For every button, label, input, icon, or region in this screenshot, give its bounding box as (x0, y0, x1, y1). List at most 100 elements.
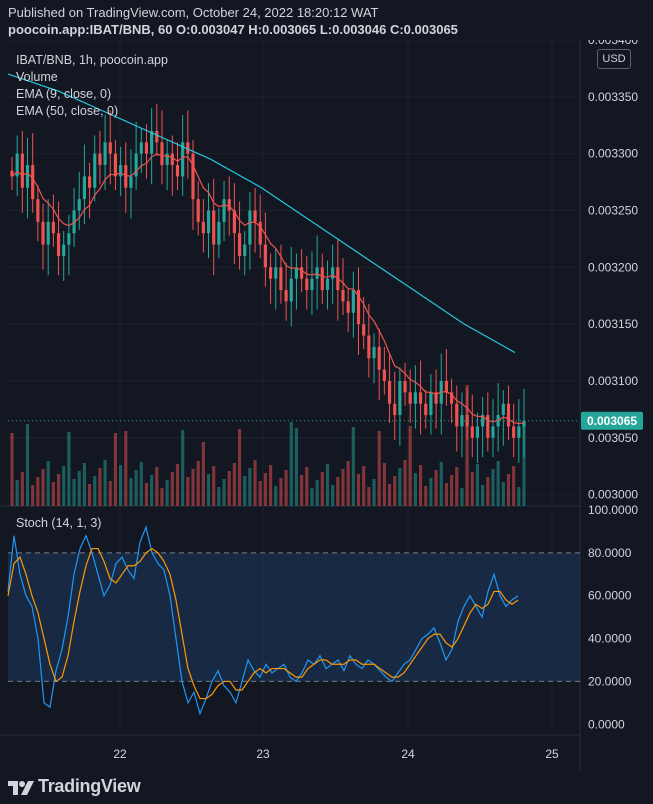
candle-body (227, 199, 231, 211)
volume-bar (181, 430, 185, 506)
candle-body (413, 392, 417, 404)
candle-body (481, 415, 485, 427)
candle-body (232, 210, 236, 234)
volume-bar (356, 474, 361, 506)
volume-bar (465, 385, 469, 506)
ema-lines (7, 73, 525, 425)
published-text: Published on TradingView.com, October 24… (8, 5, 379, 20)
volume-bar (398, 468, 402, 506)
candle-body (424, 403, 428, 416)
volume-bar (124, 431, 128, 506)
volume-bar (139, 462, 143, 506)
ohlc-readout: poocoin.app:IBAT/BNB, 60 O:0.003047 H:0.… (8, 22, 458, 37)
price-chart[interactable]: 0.003400 0.003350 0.003300 0.003250 0.003200… (0, 40, 653, 770)
candle-body (300, 267, 304, 279)
volume-bar (336, 477, 340, 506)
candle-body (475, 426, 480, 438)
volume-bar (222, 479, 226, 506)
volume-bar (206, 474, 211, 506)
candle-body (93, 153, 97, 188)
time-tick-label: 25 (545, 747, 559, 761)
time-tick-label: 24 (401, 747, 415, 761)
candle-body (460, 415, 464, 427)
tradingview-wordmark: TradingView (38, 776, 141, 796)
candle-body (160, 142, 164, 166)
candle-body (351, 290, 355, 313)
volume-bar (46, 461, 50, 506)
candle-body (429, 392, 433, 416)
time-tick-label: 22 (113, 747, 127, 761)
candle-body (305, 278, 309, 291)
volume-bar (310, 488, 314, 506)
volume-bar (10, 433, 14, 506)
volume-bar (155, 467, 159, 506)
volume-bar (491, 469, 495, 506)
tradingview-logo: TradingView (8, 776, 141, 797)
candle-body (82, 176, 86, 200)
candle-body (155, 130, 159, 143)
volume-bar (15, 480, 19, 506)
volume-bar (243, 476, 247, 506)
candle-body (455, 403, 459, 427)
candle-body (15, 153, 19, 177)
candle-body (46, 221, 50, 245)
volume-bar (274, 486, 278, 506)
price-tick-label: 0.003300 (588, 147, 638, 161)
candle-body (87, 176, 92, 188)
volume-bar (150, 475, 154, 506)
legend-volume: Volume (16, 70, 58, 84)
candle-body (465, 415, 469, 427)
candle-body (62, 244, 66, 256)
candle-body (289, 278, 293, 302)
candle-body (444, 380, 449, 393)
volume-bar (119, 465, 123, 506)
volume-bar (460, 488, 464, 506)
candle-body (150, 130, 154, 154)
candle-body (222, 199, 226, 222)
candle-body (393, 403, 397, 416)
volume-bar (351, 427, 355, 506)
candle-body (10, 170, 14, 177)
volume-bar (346, 461, 350, 506)
volume-bar (186, 477, 190, 506)
volume-bar (196, 461, 200, 506)
stoch-tick-label: 80.0000 (588, 546, 632, 560)
candle-body (506, 403, 511, 427)
legend-stoch: Stoch (14, 1, 3) (16, 516, 102, 530)
volume-bar (134, 470, 138, 506)
stoch-tick-label: 40.0000 (588, 632, 632, 646)
candle-body (470, 426, 474, 438)
volume-bar (160, 488, 164, 506)
volume-bar (87, 484, 92, 506)
candle-body (144, 142, 149, 154)
volume-bar (455, 467, 459, 506)
candle-body (408, 392, 412, 404)
volume-bar (470, 472, 474, 506)
candle-body (387, 380, 392, 404)
candle-body (108, 142, 112, 154)
volume-bar (93, 476, 97, 506)
price-tick-label: 0.003150 (588, 317, 638, 331)
volume-bar (486, 477, 490, 506)
volume-bar (424, 486, 428, 506)
candle-body (512, 426, 516, 438)
volume-bar (506, 474, 511, 506)
candle-body (517, 426, 521, 438)
candle-body (196, 199, 200, 222)
volume-bar (315, 480, 319, 506)
volume-bar (393, 476, 397, 506)
volume-bar (212, 466, 216, 506)
volume-bar (517, 487, 521, 506)
candle-body (346, 301, 350, 313)
price-tick-label: 0.003250 (588, 203, 638, 217)
candle-body (325, 278, 330, 291)
currency-button[interactable]: USD (597, 49, 631, 69)
candle-body (279, 267, 283, 291)
volume-bar (25, 424, 30, 506)
candle-body (486, 415, 490, 438)
volume-bar (289, 422, 293, 506)
volume-bar (387, 484, 392, 506)
candle-body (356, 290, 361, 325)
volume-bar (263, 473, 268, 506)
stoch-lines (7, 525, 519, 716)
